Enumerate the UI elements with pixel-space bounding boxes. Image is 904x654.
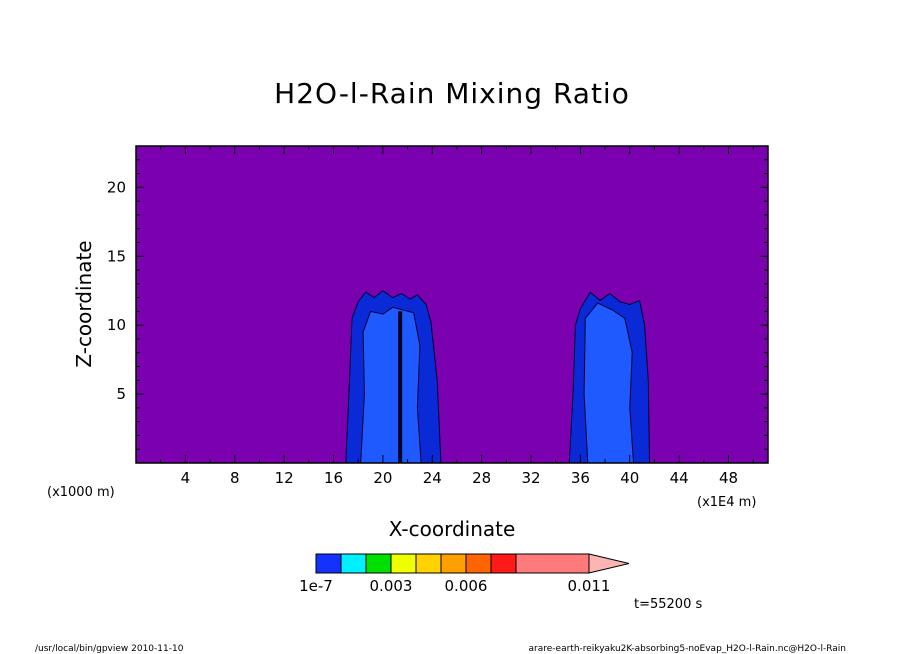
y-axis-ticks: 5 10 15 20 [107, 159, 768, 450]
x-tick-label: 48 [719, 469, 738, 487]
colorbar-label: 1e-7 [299, 577, 333, 595]
x-tick-label: 12 [275, 469, 294, 487]
x-tick-label: 44 [670, 469, 689, 487]
time-label: t=55200 s [634, 597, 702, 612]
colorbar-label: 0.011 [568, 577, 611, 595]
colorbar-swatch [315, 553, 342, 574]
rain-shaft [398, 311, 403, 463]
y-tick-label: 5 [116, 385, 126, 403]
y-tick-label: 15 [107, 247, 126, 265]
x-tick-label: 36 [571, 469, 590, 487]
colorbar-swatch [365, 553, 392, 574]
colorbar-swatch [340, 553, 367, 574]
colorbar-swatch [415, 553, 442, 574]
colorbar-swatch [465, 553, 492, 574]
y-tick-label: 10 [107, 316, 126, 334]
x-tick-label: 8 [230, 469, 240, 487]
colorbar-label: 0.003 [370, 577, 413, 595]
colorbar-label: 0.006 [445, 577, 488, 595]
colorbar-swatch [440, 553, 467, 574]
plot-frame [135, 145, 769, 464]
cloud-left-inner [360, 306, 422, 464]
x-tick-label: 32 [521, 469, 540, 487]
x-tick-label: 16 [324, 469, 343, 487]
colorbar-swatch [390, 553, 417, 574]
colorbar-swatch [490, 553, 517, 574]
x-tick-label: 4 [181, 469, 191, 487]
footer-right: arare-earth-reikyaku2K-absorbing5-noEvap… [529, 644, 846, 654]
colorbar-extend-arrow [588, 553, 630, 574]
y-tick-label: 20 [107, 178, 126, 196]
x-axis-ticks: 4 8 12 16 20 24 28 32 36 40 44 48 [160, 146, 754, 487]
footer-left: /usr/local/bin/gpview 2010-11-10 [35, 644, 184, 654]
x-tick-label: 40 [620, 469, 639, 487]
x-multiplier-label: (x1E4 m) [697, 495, 756, 510]
cloud-right-inner [583, 302, 635, 464]
plot-area [135, 145, 769, 464]
x-tick-label: 20 [373, 469, 392, 487]
x-axis-label: X-coordinate [389, 517, 516, 541]
plot-background [136, 146, 768, 463]
colorbar: 1e-7 0.003 0.006 0.011 [299, 553, 630, 595]
colorbar-swatch [515, 553, 590, 574]
x-tick-label: 28 [472, 469, 491, 487]
x-unit-label: (x1000 m) [47, 485, 115, 500]
x-tick-label: 24 [423, 469, 442, 487]
chart-title: H2O-l-Rain Mixing Ratio [274, 77, 630, 110]
y-axis-label: Z-coordinate [72, 240, 96, 367]
